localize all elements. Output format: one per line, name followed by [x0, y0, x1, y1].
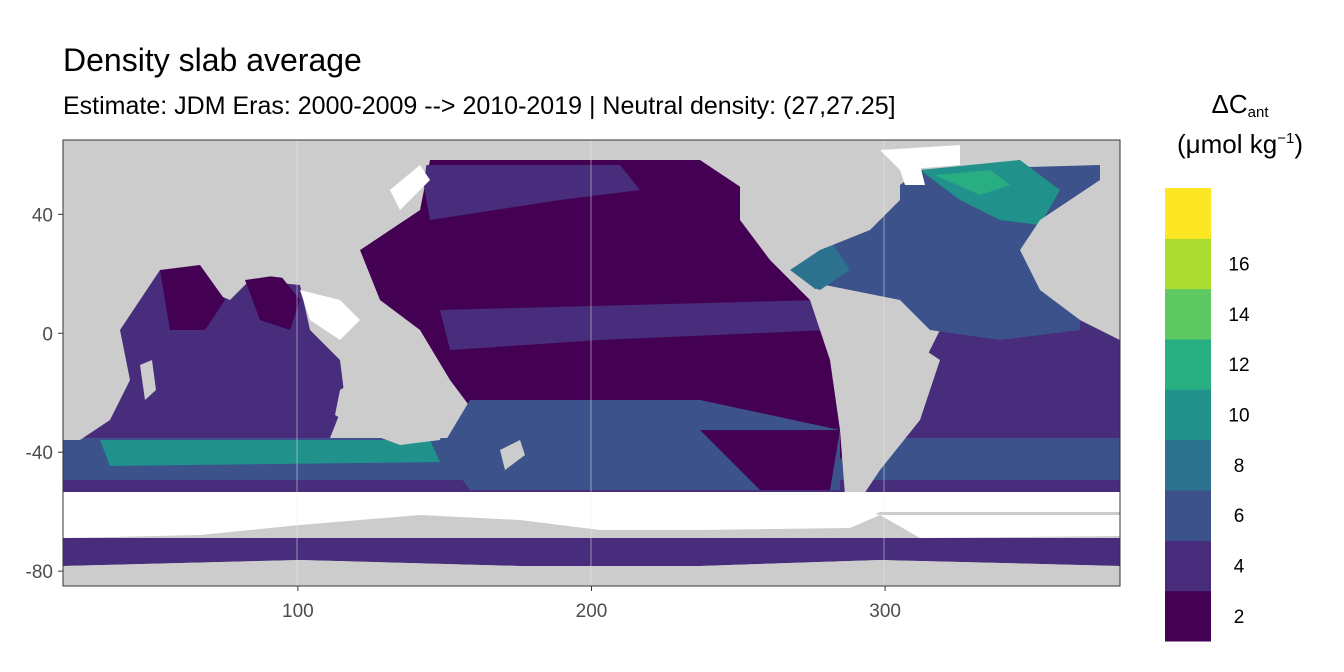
legend-swatch	[1165, 590, 1211, 642]
legend-title-line1: ΔCant	[1211, 89, 1269, 121]
legend-swatch	[1165, 288, 1211, 340]
legend-swatch	[1165, 389, 1211, 441]
legend-label: 16	[1228, 255, 1249, 276]
y-tick-label: -80	[26, 562, 53, 583]
ocean-atlantic-tropical	[900, 300, 1080, 340]
land-africa-west	[63, 330, 130, 440]
ocean-south-aus-teal	[100, 440, 440, 466]
ocean-arabian-sea	[160, 265, 225, 330]
nodata-marginal-seas	[300, 290, 360, 340]
y-tick-label: -40	[26, 443, 53, 464]
legend-label: 14	[1228, 305, 1250, 326]
legend-label: 12	[1228, 355, 1249, 376]
legend-label: 8	[1234, 456, 1245, 477]
nodata-arctic-east	[880, 145, 960, 170]
legend-label: 10	[1228, 406, 1249, 427]
legend-label: 2	[1234, 607, 1245, 628]
legend-title: ΔCant (μmol kg−1)	[1150, 84, 1330, 165]
land-australia	[335, 360, 450, 445]
legend-swatch	[1165, 339, 1211, 390]
legend-swatch	[1165, 188, 1211, 239]
nodata-weddell	[880, 515, 1120, 538]
ocean-atlantic-subpolar-light	[935, 170, 1010, 195]
legend-label: 6	[1234, 506, 1245, 527]
y-tick-label: 40	[32, 205, 53, 226]
land-africa-eurasia	[63, 140, 430, 330]
nodata-hudson	[900, 165, 925, 185]
land-americas	[740, 140, 940, 500]
x-tick-label: 100	[282, 601, 314, 622]
nodata-japan-sea	[390, 165, 430, 210]
gridlines	[296, 140, 885, 586]
legend-swatch	[1165, 490, 1211, 541]
nodata-nz-plateau	[500, 440, 525, 470]
nodata-ross-sea	[650, 510, 880, 530]
x-tick-label: 200	[576, 601, 608, 622]
legend-colorbar: 2 4 6 8 10 12 14 16	[1165, 188, 1250, 642]
legend-title-line2: (μmol kg−1)	[1177, 129, 1303, 160]
chart-title: Density slab average	[63, 42, 362, 78]
legend-swatch	[1165, 540, 1211, 592]
land-madagascar	[140, 360, 156, 400]
legend-swatch	[1165, 439, 1211, 491]
ocean-atlantic-south	[860, 320, 1120, 438]
ocean-pacific-eq-band	[440, 300, 830, 350]
land-africa	[1020, 140, 1120, 340]
chart-subtitle: Estimate: JDM Eras: 2000-2009 --> 2010-2…	[63, 92, 896, 120]
ocean-pacific-southeast-dark	[700, 430, 840, 490]
legend-swatch	[1165, 238, 1211, 290]
ocean-bay-of-bengal	[245, 275, 300, 330]
x-tick-label: 300	[869, 601, 901, 622]
ocean-pacific-kuroshio	[420, 165, 640, 220]
y-tick-label: 0	[42, 324, 53, 345]
legend-label: 4	[1234, 557, 1245, 578]
